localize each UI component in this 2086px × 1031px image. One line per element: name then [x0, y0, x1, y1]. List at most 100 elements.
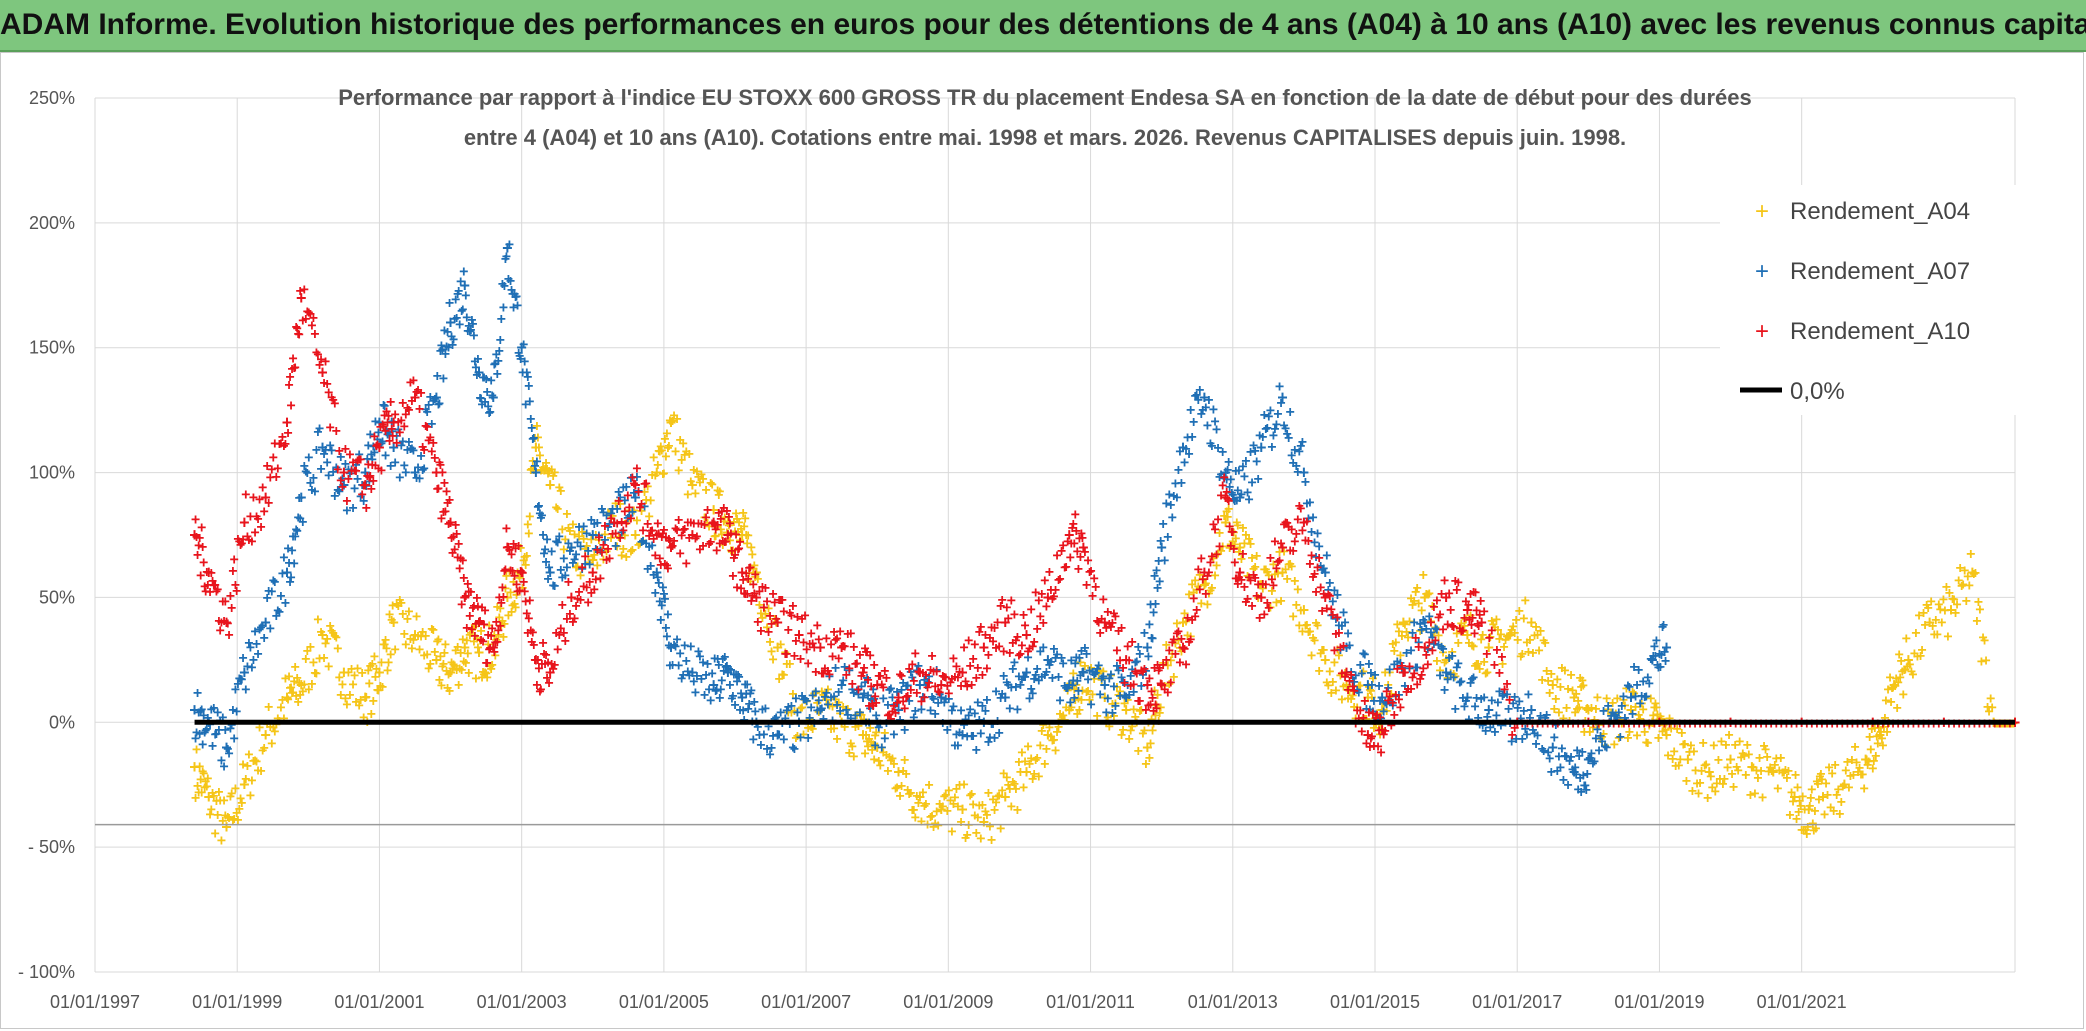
data-point: +	[1231, 531, 1240, 548]
data-point: +	[371, 669, 380, 686]
data-point: +	[1917, 642, 1926, 659]
data-point: +	[1014, 754, 1023, 771]
data-point: +	[1855, 760, 1864, 777]
data-point: +	[843, 701, 852, 718]
data-point: +	[1704, 762, 1715, 782]
data-point: +	[1393, 616, 1402, 633]
data-point: +	[1801, 822, 1810, 839]
data-point: +	[1901, 661, 1910, 678]
data-point: +	[1640, 724, 1649, 741]
data-point: +	[1301, 617, 1310, 634]
data-point: +	[1531, 619, 1540, 636]
data-point: +	[1308, 630, 1317, 647]
data-point: +	[1920, 617, 1929, 634]
data-point: +	[704, 518, 713, 535]
data-point: +	[272, 608, 281, 625]
data-point: +	[1299, 600, 1310, 620]
data-point: +	[284, 669, 293, 686]
data-point: +	[1787, 785, 1796, 802]
data-point: +	[1255, 576, 1264, 593]
data-point: +	[758, 610, 767, 627]
data-point: +	[481, 666, 490, 683]
x-tick-label: 01/01/2019	[1614, 992, 1704, 1012]
y-tick-label: 250%	[29, 88, 75, 108]
data-point: +	[1796, 798, 1805, 815]
data-point: +	[281, 671, 290, 688]
data-point: +	[1896, 670, 1905, 687]
data-point: +	[385, 607, 394, 624]
data-point: +	[1566, 667, 1575, 684]
data-point: +	[1724, 727, 1733, 744]
data-point: +	[1165, 676, 1174, 693]
data-point: +	[403, 611, 412, 628]
data-point: +	[984, 785, 993, 802]
data-point: +	[866, 734, 875, 751]
data-point: +	[1063, 683, 1072, 700]
data-point: +	[1554, 704, 1563, 721]
data-point: +	[739, 518, 748, 535]
data-point: +	[1582, 782, 1591, 799]
data-point: +	[235, 671, 244, 688]
data-point: +	[1978, 630, 1987, 647]
data-point: +	[1273, 565, 1282, 582]
data-point: +	[1249, 561, 1258, 578]
data-point: +	[350, 481, 359, 498]
data-point: +	[310, 326, 319, 343]
data-point: +	[1803, 819, 1812, 836]
data-point: +	[409, 632, 418, 649]
data-point: +	[1898, 664, 1907, 681]
data-point: +	[1353, 699, 1362, 716]
data-point: +	[439, 656, 448, 673]
data-point: +	[882, 747, 891, 764]
data-point: +	[1405, 613, 1414, 630]
data-point: +	[1823, 787, 1832, 804]
data-point: +	[1331, 683, 1340, 700]
data-point: +	[1808, 815, 1817, 832]
data-point: +	[440, 645, 449, 662]
data-point: +	[412, 608, 421, 625]
data-point: +	[467, 620, 476, 637]
data-point: +	[771, 615, 780, 632]
data-point: +	[488, 657, 497, 674]
data-point: +	[1327, 685, 1336, 702]
data-point: +	[1351, 710, 1360, 727]
data-point: +	[1261, 562, 1270, 579]
data-point: +	[247, 772, 256, 789]
data-point: +	[987, 832, 996, 849]
data-point: +	[218, 709, 227, 726]
data-point: +	[1817, 772, 1826, 789]
data-point: +	[1052, 724, 1061, 741]
data-point: +	[233, 676, 242, 693]
data-point: +	[1516, 648, 1525, 665]
data-point: +	[842, 702, 851, 719]
data-point: +	[1073, 706, 1082, 723]
data-point: +	[369, 438, 378, 455]
data-point: +	[1943, 628, 1952, 645]
data-point: +	[1180, 605, 1189, 622]
data-point: +	[423, 646, 432, 663]
data-point: +	[1839, 775, 1850, 795]
data-point: +	[840, 719, 849, 736]
data-point: +	[1241, 527, 1250, 544]
data-point: +	[198, 764, 207, 781]
data-point: +	[290, 528, 299, 545]
y-tick-label: 50%	[39, 587, 75, 607]
data-point: +	[658, 466, 667, 483]
data-point: +	[1619, 692, 1628, 709]
data-point: +	[400, 457, 409, 474]
data-point: +	[1729, 779, 1738, 796]
data-point: +	[666, 413, 677, 433]
data-point: +	[217, 753, 226, 770]
data-point: +	[303, 465, 312, 482]
data-point: +	[803, 730, 812, 747]
data-point: +	[1490, 619, 1499, 636]
data-point: +	[1282, 571, 1291, 588]
data-point: +	[281, 595, 290, 612]
data-point: +	[555, 480, 564, 497]
data-point: +	[597, 543, 606, 560]
data-point: +	[1480, 604, 1489, 621]
data-point: +	[1137, 702, 1146, 719]
data-point: +	[1559, 710, 1568, 727]
data-point: +	[528, 453, 537, 470]
data-point: +	[1254, 471, 1263, 488]
